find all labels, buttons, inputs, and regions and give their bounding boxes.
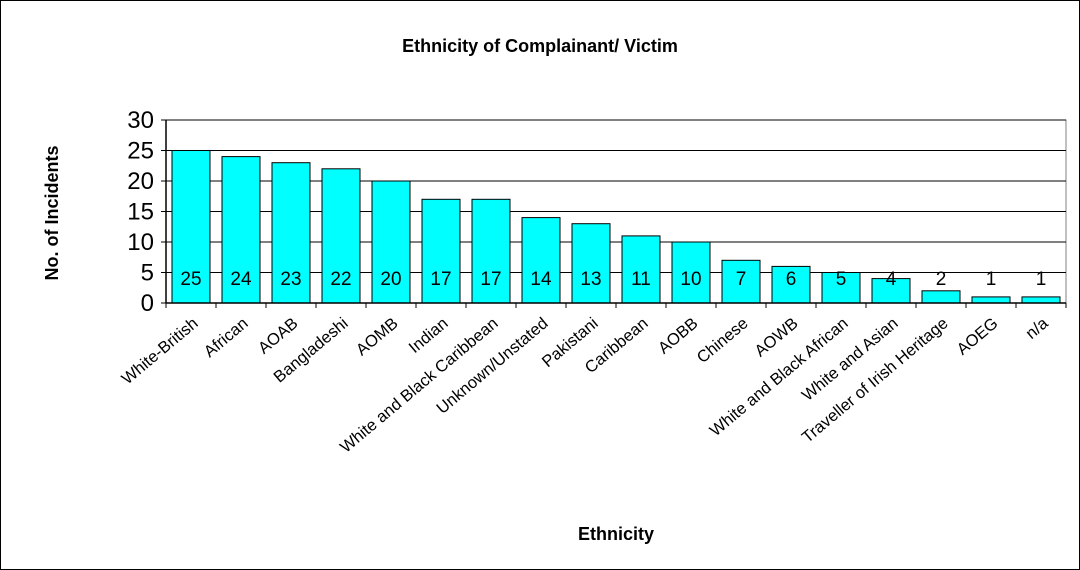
bar xyxy=(271,162,311,304)
data-label: 23 xyxy=(280,269,301,290)
bar xyxy=(871,278,911,304)
data-label: 25 xyxy=(180,269,201,290)
x-tick-label: AOMB xyxy=(353,314,402,359)
y-tick-label: 0 xyxy=(141,290,154,317)
x-tick-label: Chinese xyxy=(694,314,752,367)
y-axis-title: No. of Incidents xyxy=(42,146,62,281)
data-label: 10 xyxy=(680,269,701,290)
x-axis-title: Ethnicity xyxy=(578,524,654,544)
bar xyxy=(521,217,561,304)
data-label: 7 xyxy=(736,269,747,290)
y-tick-label: 20 xyxy=(127,168,154,195)
bar xyxy=(921,290,961,304)
data-label: 2 xyxy=(936,269,947,290)
bar xyxy=(421,198,461,304)
data-label: 17 xyxy=(480,269,501,290)
data-label: 6 xyxy=(786,269,797,290)
x-tick-label: AOAB xyxy=(255,314,302,357)
x-tick-label: n/a xyxy=(1022,314,1052,343)
data-label: 1 xyxy=(1036,269,1047,290)
y-tick-label: 25 xyxy=(127,138,154,165)
data-label: 1 xyxy=(986,269,997,290)
data-label: 17 xyxy=(430,269,451,290)
y-tick-label: 5 xyxy=(141,260,154,287)
bar xyxy=(221,156,261,304)
x-tick-label: AOEG xyxy=(953,314,1001,358)
bar xyxy=(571,223,611,304)
x-tick-label: White-British xyxy=(118,314,201,388)
bar xyxy=(771,265,811,304)
x-tick-label: AOBB xyxy=(655,314,702,357)
bar xyxy=(621,235,661,304)
data-label: 20 xyxy=(380,269,401,290)
data-label: 14 xyxy=(530,269,552,290)
bar xyxy=(821,272,861,304)
bar xyxy=(971,296,1011,304)
data-label: 22 xyxy=(330,269,351,290)
y-tick-label: 15 xyxy=(127,199,154,226)
data-label: 24 xyxy=(230,269,252,290)
bar xyxy=(321,168,361,304)
chart-title: Ethnicity of Complainant/ Victim xyxy=(402,36,678,56)
bar xyxy=(371,180,411,304)
bar xyxy=(171,150,211,304)
y-tick-label: 30 xyxy=(127,107,154,134)
y-tick-label: 10 xyxy=(127,229,154,256)
data-label: 5 xyxy=(836,269,847,290)
data-label: 11 xyxy=(631,269,651,290)
bar xyxy=(721,259,761,304)
data-label: 4 xyxy=(886,269,897,290)
x-tick-label: African xyxy=(201,314,252,361)
bar xyxy=(671,241,711,304)
x-tick-label: Indian xyxy=(406,314,452,357)
bar xyxy=(1021,296,1061,304)
data-label: 13 xyxy=(580,269,601,290)
